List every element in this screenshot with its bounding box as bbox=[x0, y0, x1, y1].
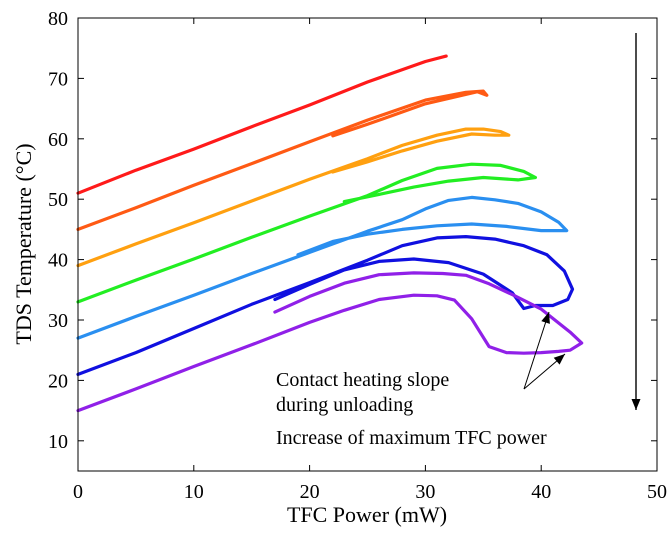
annotation-arrow-1 bbox=[523, 311, 550, 390]
x-tick-label-0: 0 bbox=[73, 481, 83, 503]
y-tick-label-5: 60 bbox=[48, 129, 68, 151]
x-tick-label-5: 50 bbox=[647, 481, 667, 503]
series-layer bbox=[76, 54, 584, 413]
series-line-1 bbox=[76, 54, 448, 195]
y-axis-label: TDS Temperature (°C) bbox=[11, 143, 36, 344]
series-line-7 bbox=[76, 271, 584, 413]
x-tick-label-4: 40 bbox=[531, 481, 551, 503]
y-tick-label-2: 30 bbox=[48, 310, 68, 332]
y-tick-label-0: 10 bbox=[48, 431, 68, 453]
x-axis-label: TFC Power (mW) bbox=[287, 502, 447, 527]
series-line-6 bbox=[76, 235, 575, 376]
axes-layer: 0 10 20 30 40 50 10 20 30 40 50 60 70 80 bbox=[48, 8, 667, 503]
increase-arrow bbox=[631, 33, 641, 410]
series-line-4 bbox=[76, 162, 538, 304]
x-tick-label-2: 20 bbox=[300, 481, 320, 503]
y-tick-label-4: 50 bbox=[48, 189, 68, 211]
axes-box bbox=[77, 17, 658, 472]
annotation-layer: Contact heating slope during unloading I… bbox=[276, 33, 641, 449]
y-tick-label-7: 80 bbox=[48, 8, 68, 30]
series-line-5 bbox=[76, 195, 569, 340]
y-tick-label-1: 20 bbox=[48, 370, 68, 392]
annotation-arrow-2 bbox=[523, 353, 566, 390]
series-line-2 bbox=[76, 89, 489, 231]
plot-area bbox=[78, 18, 657, 471]
x-tick-label-1: 10 bbox=[184, 481, 204, 503]
x-tick-label-3: 30 bbox=[415, 481, 435, 503]
annotation-slope-line2: during unloading bbox=[276, 394, 413, 416]
annotation-slope-line1: Contact heating slope bbox=[276, 369, 449, 391]
y-tick-label-3: 40 bbox=[48, 250, 68, 272]
series-line-3 bbox=[76, 127, 511, 268]
annotation-increase: Increase of maximum TFC power bbox=[276, 427, 547, 449]
y-tick-label-6: 70 bbox=[48, 68, 68, 90]
